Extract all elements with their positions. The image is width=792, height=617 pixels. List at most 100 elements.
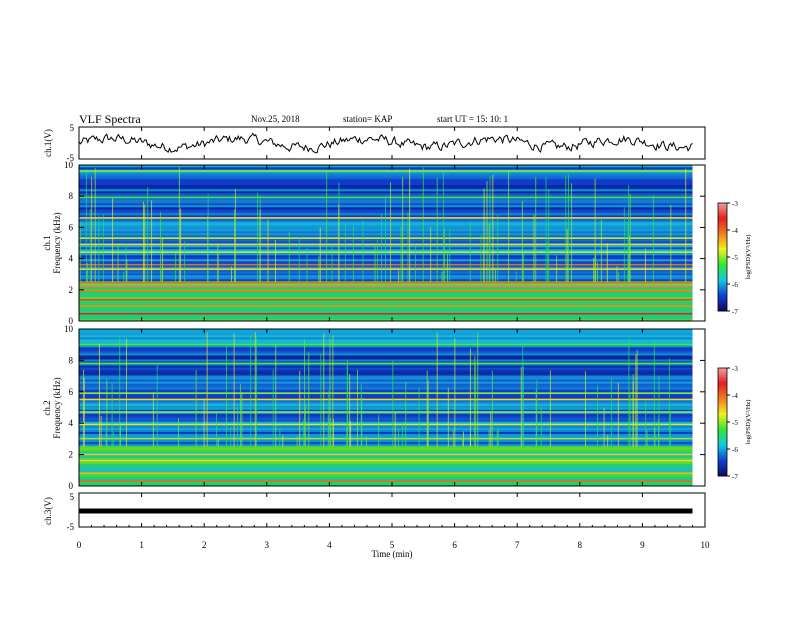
colorbar-cell — [718, 295, 727, 298]
colorbar-tick-label: -7 — [732, 308, 738, 316]
spectrogram-strip — [79, 407, 693, 410]
spectrogram-strip — [79, 331, 693, 334]
ytick-label: 6 — [69, 222, 74, 232]
colorbar-cell — [718, 293, 727, 296]
colorbar-cell — [718, 216, 727, 220]
spectrogram-strip — [79, 307, 693, 310]
colorbar-cell — [718, 281, 727, 285]
colorbar-cell — [718, 218, 727, 222]
spectrogram-strip — [79, 185, 693, 188]
colorbar-cell — [718, 417, 727, 421]
spectrogram-strip — [79, 195, 693, 198]
colorbar-cell — [718, 275, 727, 278]
spectrogram-strip — [79, 473, 693, 477]
xtick-label: 8 — [578, 540, 583, 550]
spectrogram-strip — [79, 389, 693, 392]
colorbar-cell — [718, 223, 727, 226]
xtick-label: 7 — [515, 540, 520, 550]
spectrogram-strip — [79, 187, 693, 190]
colorbar-tick-label: -7 — [732, 473, 738, 481]
spectrogram-strip — [79, 335, 693, 338]
spectrogram-band — [79, 411, 693, 413]
colorbar-cell — [718, 261, 727, 265]
spectrogram-band — [79, 453, 693, 456]
colorbar-cell — [718, 372, 727, 376]
spectrogram-strip — [79, 373, 693, 376]
colorbar-cell — [718, 464, 727, 468]
spectrogram-strip — [79, 405, 693, 408]
colorbar-cell — [718, 252, 727, 256]
spectrogram-band — [79, 362, 693, 365]
colorbar-cell — [718, 284, 727, 287]
spectrogram-strip — [79, 181, 693, 184]
colorbar-cell — [718, 268, 727, 271]
spectrogram-strip — [79, 465, 693, 469]
spectrogram-strip — [79, 365, 693, 368]
spectrogram-strip — [79, 427, 693, 430]
colorbar-cell — [718, 374, 727, 378]
spectrogram-strip — [79, 455, 693, 459]
spectrogram-strip — [79, 289, 693, 292]
spectrogram-strip — [79, 351, 693, 354]
spectrogram-strip — [79, 417, 693, 420]
spectrogram-strip — [79, 311, 693, 314]
colorbar-cell — [718, 214, 727, 217]
spectrogram-strip — [79, 357, 693, 360]
ch1-waveform-panel: 5 -5 ch.1(V) — [43, 123, 706, 163]
colorbar-cell — [718, 433, 727, 436]
spectrogram-strip — [79, 173, 693, 176]
spectrogram-strip — [79, 329, 693, 332]
colorbar-cell — [718, 473, 727, 477]
date-label: Nov.25, 2018 — [251, 114, 300, 124]
colorbar-cell — [718, 451, 727, 454]
spectrogram-strip — [79, 449, 693, 453]
spectrogram-strip — [79, 439, 693, 443]
colorbar-cell — [718, 299, 727, 303]
colorbar-cell — [718, 239, 727, 242]
colorbar-cell — [718, 390, 727, 394]
colorbar-cell — [718, 471, 727, 475]
ch1-ytick-bottom: -5 — [67, 153, 75, 163]
spectrogram-strip — [79, 291, 693, 294]
spectrogram-strip — [79, 287, 693, 290]
spectrogram-strip — [79, 183, 693, 186]
xtick-label: 6 — [452, 540, 457, 550]
spectrogram-band — [79, 343, 693, 346]
spectrogram-strip — [79, 475, 693, 479]
ch1-spectrogram-panel: 0 2 4 6 8 10 ch.1 Frequency (kHz) — [42, 160, 706, 326]
spectrogram-band — [79, 423, 693, 426]
ytick-label: 10 — [64, 160, 74, 170]
ytick-label: 8 — [69, 191, 74, 201]
spectrogram-strip — [79, 345, 693, 348]
colorbar-cell — [718, 449, 727, 452]
ch2-colorbar: -3 -4 -5 -6 -7 log(PSD)(V²/Hz) — [717, 365, 752, 481]
start-time-label: start UT = 15: 10: 1 — [437, 114, 508, 124]
ch3-waveform-ylabel: ch.3(V) — [43, 497, 53, 525]
colorbar-cell — [718, 440, 727, 443]
colorbar-cell — [718, 254, 727, 258]
spectrogram-strip — [79, 435, 693, 438]
colorbar-cell — [718, 286, 727, 289]
colorbar-cell — [718, 232, 727, 235]
colorbar-tick-label: -3 — [732, 200, 738, 208]
spectrogram-band — [79, 281, 693, 284]
colorbar-cell — [718, 279, 727, 283]
station-label: station= KAP — [343, 114, 392, 124]
colorbar-cell — [718, 288, 727, 292]
colorbar-cell — [718, 266, 727, 269]
spectrogram-strip — [79, 367, 693, 370]
ytick-label: 10 — [64, 324, 74, 334]
ch1-spectrogram-ylabel: Frequency (kHz) — [52, 212, 62, 273]
spectrogram-strip — [79, 169, 693, 172]
spectrogram-strip — [79, 293, 693, 296]
spectrogram-strip — [79, 355, 693, 358]
spectrogram-strip — [79, 399, 693, 402]
xtick-label: 10 — [701, 540, 711, 550]
spectrogram-strip — [79, 381, 693, 384]
xtick-label: 4 — [327, 540, 332, 550]
colorbar-cell — [718, 203, 727, 206]
colorbar-cell — [718, 263, 727, 267]
colorbar-cell — [718, 234, 727, 238]
ytick-label: 4 — [69, 418, 74, 428]
